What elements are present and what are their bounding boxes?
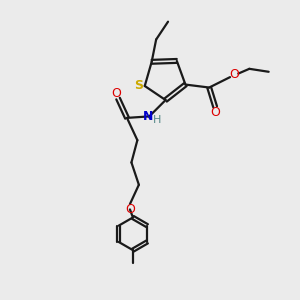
Text: S: S (134, 80, 143, 92)
Text: O: O (230, 68, 239, 81)
Text: O: O (112, 87, 122, 100)
Text: N: N (143, 110, 153, 124)
Text: O: O (210, 106, 220, 119)
Text: O: O (125, 203, 135, 216)
Text: H: H (152, 115, 161, 125)
